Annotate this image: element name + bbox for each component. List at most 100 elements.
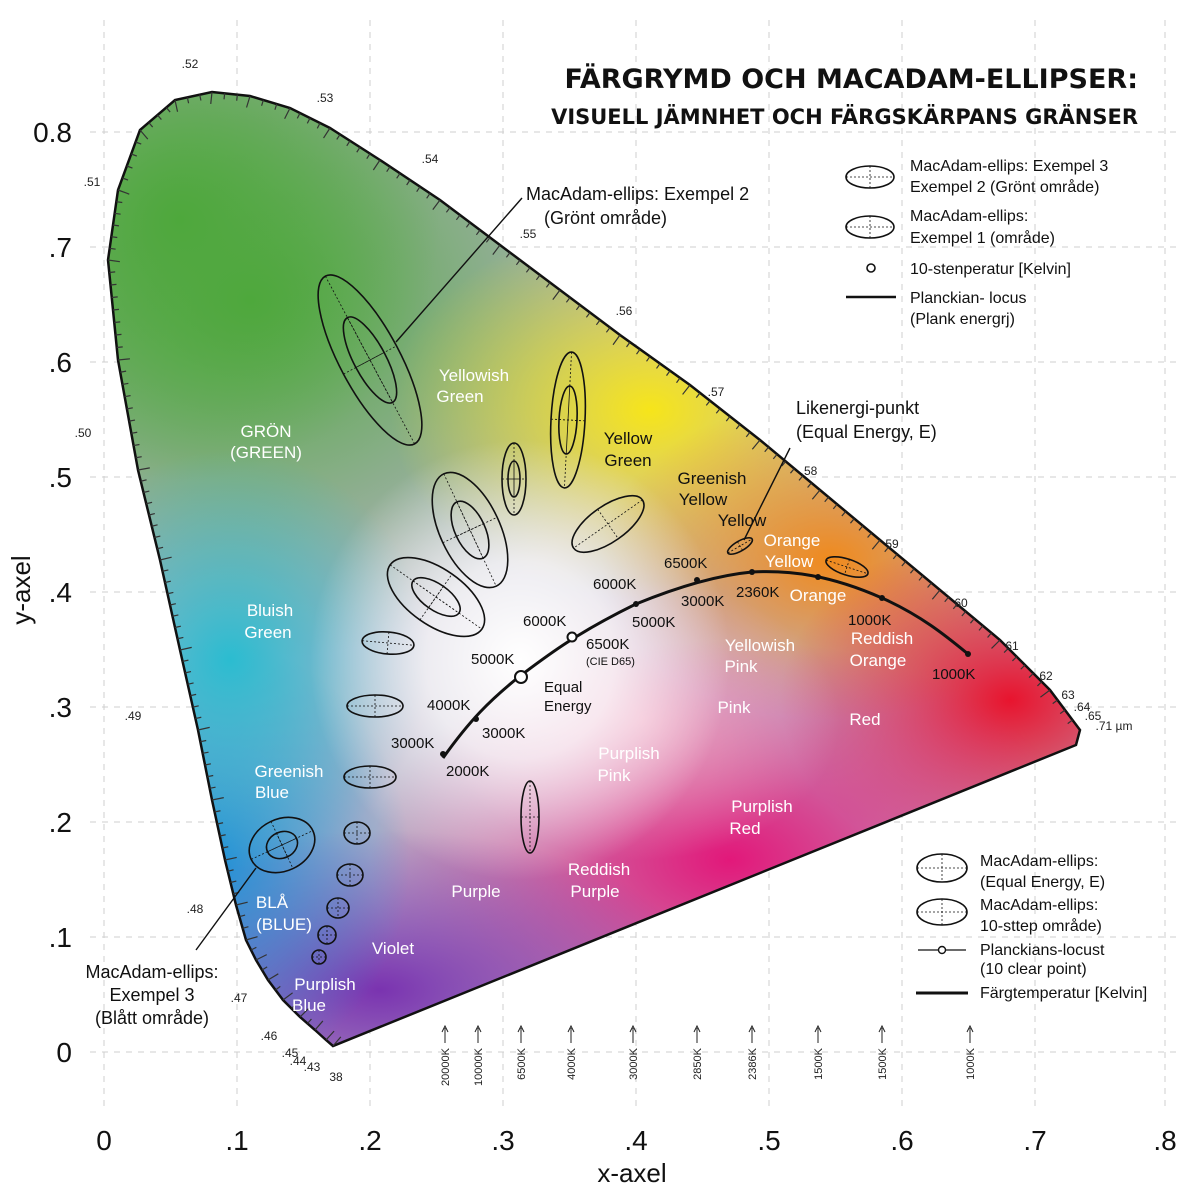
region-orange-yellow-1: Orange <box>764 531 821 550</box>
locus-tick <box>535 274 541 281</box>
region-purplish-red-1: Purplish <box>731 797 792 816</box>
title-line-1: FÄRGRYMD OCH MACADAM-ELLIPSER: <box>564 63 1138 95</box>
locus-tick <box>227 869 234 872</box>
bottom-temp-label: 1000K <box>965 1047 977 1079</box>
locus-tick <box>199 94 202 101</box>
region-reddish-orange-1: Reddish <box>851 629 913 648</box>
y-tick-label: 0 <box>56 1037 72 1068</box>
region-greenish-blue-2: Blue <box>255 783 289 802</box>
wavelength-label: .45 <box>282 1046 299 1060</box>
callout-ee-leader <box>743 447 791 541</box>
x-axis-ticks: 0 .1 .2 .3 .4 .5 .6 .7 .8 <box>96 1125 1176 1156</box>
locus-tick <box>177 636 184 640</box>
macadam-ellipse <box>343 821 371 845</box>
label-6500k-right: 6500K <box>664 555 707 572</box>
locus-tick <box>612 334 621 346</box>
locus-tick <box>485 237 491 243</box>
locus-tick <box>282 992 293 1001</box>
locus-point-3000k <box>473 716 479 722</box>
locus-tick <box>1028 672 1034 679</box>
label-2360k: 2360K <box>736 584 779 601</box>
macadam-ellipse <box>265 830 299 860</box>
locus-tick <box>267 973 279 981</box>
label-2000k: 2000K <box>446 763 489 780</box>
locus-tick <box>190 693 197 697</box>
locus-tick <box>122 177 129 181</box>
locus-point-orange <box>815 574 821 580</box>
locus-tick <box>242 926 249 929</box>
locus-tick <box>148 512 155 516</box>
label-3000k-left: 3000K <box>391 735 434 752</box>
region-bluish-green-2: Green <box>244 623 291 642</box>
legend-top-2-line2: Exempel 1 (område) <box>910 229 1055 247</box>
locus-tick <box>162 569 169 572</box>
legend-bottom-2-line2: 10-sttep område) <box>980 917 1102 935</box>
callout-ex3-line1: MacAdam-ellips: <box>85 962 218 982</box>
locus-tick <box>217 822 224 825</box>
locus-tick <box>676 377 681 384</box>
macadam-ellipse <box>558 385 578 455</box>
locus-tick <box>841 511 847 517</box>
locus-tick <box>306 117 311 124</box>
wavelength-label: 38 <box>329 1070 343 1084</box>
locus-tick <box>140 479 147 482</box>
locus-tick <box>944 596 950 603</box>
locus-tick <box>656 363 661 369</box>
locus-tick <box>296 112 301 119</box>
locus-tick <box>182 659 189 663</box>
wavelength-label: .53 <box>317 91 334 105</box>
legend-bottom-1-line1: MacAdam-ellips: <box>980 853 1098 870</box>
region-reddish-orange-2: Orange <box>850 651 907 670</box>
macadam-ellipse <box>726 536 754 556</box>
locus-tick <box>336 134 341 140</box>
region-yellowish-pink-2: Pink <box>724 657 758 676</box>
locus-tick <box>204 763 212 766</box>
locus-tick <box>858 525 864 531</box>
locus-tick <box>148 122 154 128</box>
wavelength-label: 60 <box>954 596 968 610</box>
locus-tick <box>824 496 830 503</box>
locus-tick <box>151 524 158 527</box>
locus-tick <box>1040 689 1051 698</box>
bottom-temp-marker: 10000K <box>473 1024 485 1086</box>
y-tick-label: .5 <box>49 462 72 493</box>
x-tick-label: .4 <box>624 1125 647 1156</box>
legend-top-point-icon <box>866 263 876 273</box>
callout-ex3-leader <box>195 867 257 951</box>
wavelength-label: .71 µm <box>1096 719 1133 733</box>
locus-tick <box>811 489 821 500</box>
callout-ex2-line2: (Grönt område) <box>544 208 667 228</box>
bottom-temp-label: 2850K <box>692 1047 704 1079</box>
legend-top: MacAdam-ellips: Exempel 3 Exempel 2 (Grö… <box>845 158 1108 328</box>
locus-tick <box>552 289 561 300</box>
locus-tick <box>325 1030 335 1041</box>
locus-tick <box>114 212 121 215</box>
locus-tick <box>849 518 855 524</box>
locus-tick <box>682 384 691 395</box>
locus-tick <box>112 308 120 311</box>
title-line-2: VISUELL JÄMNHET OCH FÄRGSKÄRPANS GRÄNSER <box>551 104 1138 129</box>
y-tick-label: .1 <box>49 922 72 953</box>
wavelength-label: .52 <box>182 57 199 71</box>
locus-point-2360k <box>749 569 755 575</box>
locus-tick <box>892 553 898 560</box>
locus-tick <box>195 716 202 720</box>
locus-tick <box>239 914 246 918</box>
locus-tick <box>187 682 194 685</box>
y-tick-label: .4 <box>49 577 72 608</box>
locus-tick <box>918 575 924 581</box>
locus-tick <box>1011 656 1018 662</box>
locus-tick <box>210 91 213 104</box>
legend-bottom-2-line1: MacAdam-ellips: <box>980 897 1098 914</box>
region-yellow: Yellow <box>718 511 767 530</box>
label-equal-energy-2: Energy <box>544 698 592 715</box>
locus-tick <box>291 1003 297 1009</box>
label-3000k-mid: 3000K <box>681 593 724 610</box>
locus-tick <box>250 946 257 951</box>
locus-tick <box>585 312 591 318</box>
locus-tick <box>901 561 907 567</box>
label-5000k-left: 5000K <box>471 651 514 668</box>
locus-tick <box>157 114 162 120</box>
y-tick-label: 0.8 <box>33 117 72 148</box>
